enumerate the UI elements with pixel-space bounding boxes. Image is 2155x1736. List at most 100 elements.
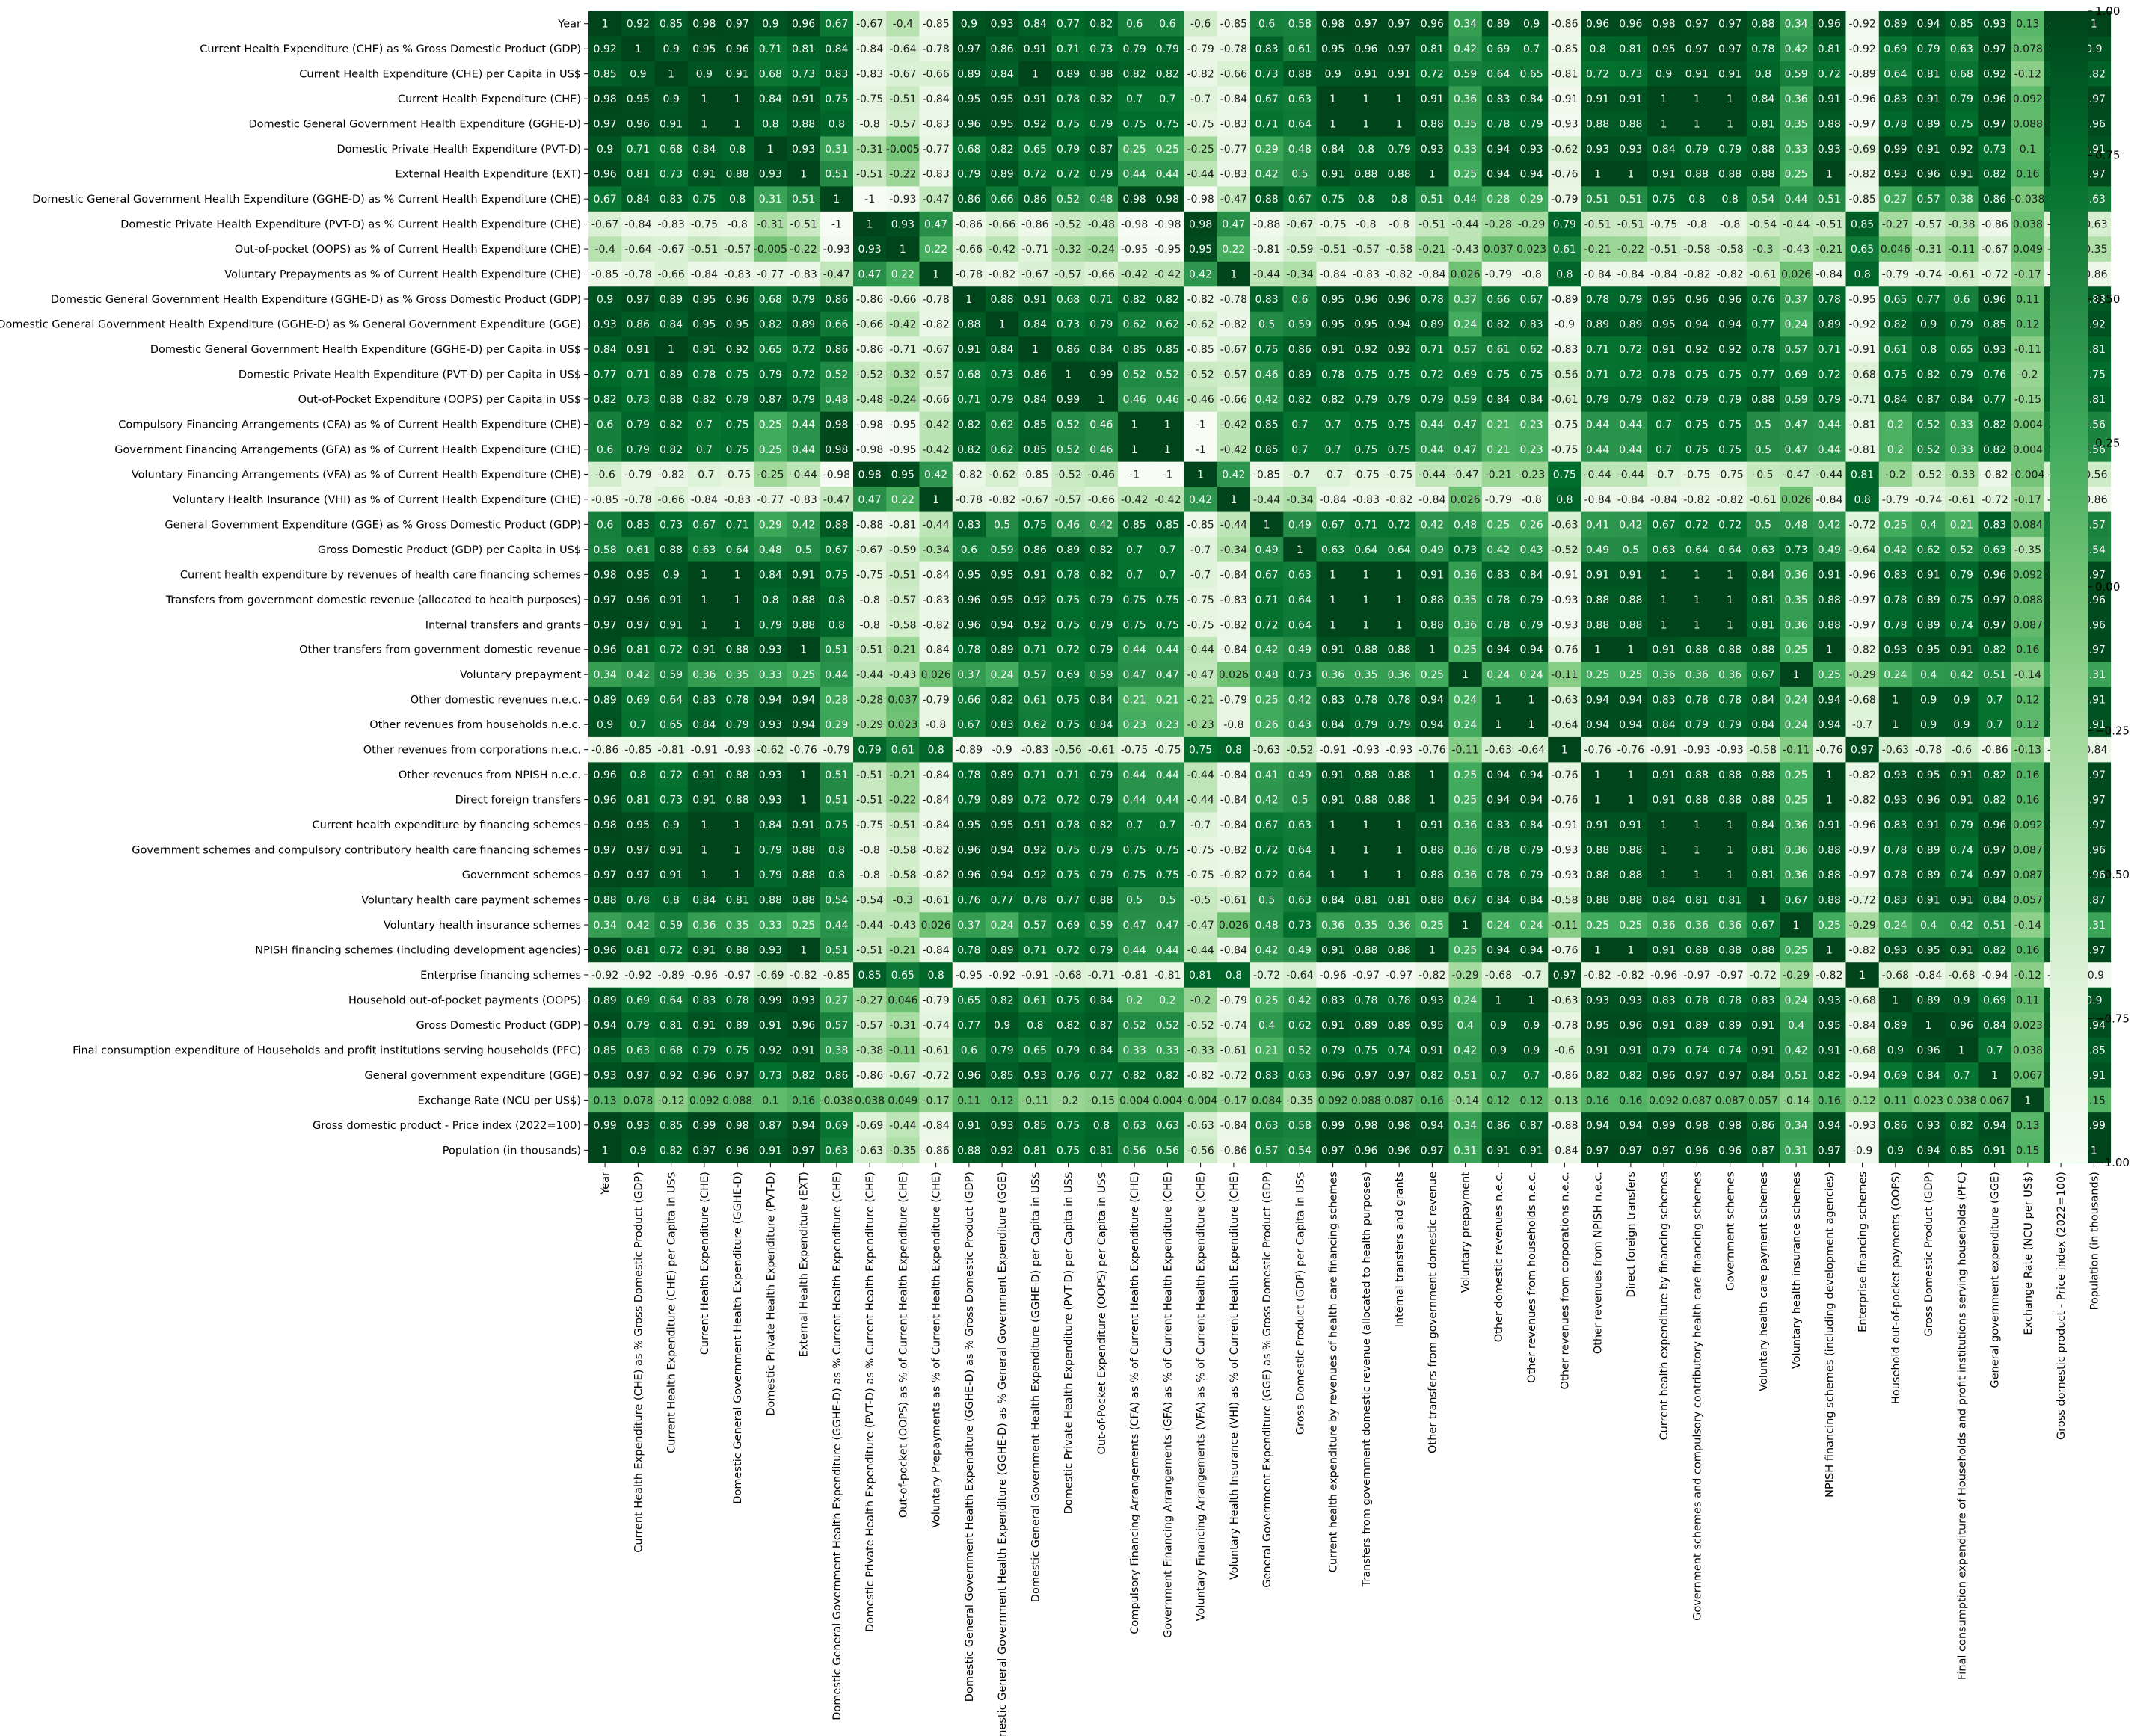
cell-value-label: 0.62 (1123, 319, 1146, 331)
cell-value-label: 0.97 (957, 43, 980, 55)
cell-value-label: 1 (701, 93, 707, 105)
cell-value-label: -0.94 (1849, 1070, 1876, 1082)
cell-value-label: 0.81 (1619, 43, 1642, 55)
cell-value-label: -0.95 (889, 419, 916, 431)
column-label: Government Financing Arrangements (GFA) … (1162, 1172, 1174, 1638)
cell-value-label: 0.087 (1384, 1095, 1414, 1106)
cell-value-label: 0.35 (1354, 669, 1377, 681)
cell-value-label: -0.67 (856, 544, 883, 556)
cell-value-label: 0.9 (1523, 19, 1540, 31)
heatmap-cell (1515, 211, 1549, 237)
cell-value-label: 0.8 (829, 119, 845, 131)
cell-value-label: 0.95 (627, 93, 650, 105)
heatmap-cell (1845, 261, 1880, 287)
cell-value-label: 0.8 (1688, 194, 1705, 206)
cell-value-label: -0.44 (1187, 945, 1214, 957)
cell-value-label: 0.88 (1718, 795, 1741, 807)
cell-value-label: 0.96 (1685, 294, 1709, 306)
cell-value-label: 0.63 (1288, 819, 1312, 831)
heatmap-cell (1912, 161, 1946, 187)
cell-value-label: 0.95 (627, 819, 650, 831)
heatmap-cell (1184, 186, 1218, 212)
cell-value-label: 0.71 (759, 43, 782, 55)
heatmap-cell (1614, 261, 1648, 287)
heatmap-cell (1845, 86, 1880, 112)
cell-value-label: -0.85 (923, 19, 950, 31)
cell-value-label: 0.97 (594, 119, 617, 131)
cell-value-label: 0.83 (1884, 895, 1907, 907)
heatmap-cell (1878, 11, 1913, 37)
cell-value-label: 0.48 (1255, 669, 1279, 681)
cell-value-label: 1 (734, 869, 741, 881)
cell-value-label: 0.57 (1024, 669, 1047, 681)
cell-value-label: 0.67 (594, 194, 617, 206)
cell-value-label: 0.78 (1057, 569, 1080, 581)
cell-value-label: -0.82 (1584, 970, 1611, 982)
cell-value-label: 0.75 (726, 444, 749, 456)
cell-value-label: 0.8 (1027, 1020, 1043, 1032)
row-label: Exchange Rate (NCU per US$) (417, 1095, 581, 1106)
cell-value-label: 0.82 (1983, 945, 2006, 957)
heatmap-cell (1780, 161, 1813, 187)
row-label: Current Health Expenditure (CHE) per Cap… (299, 69, 581, 81)
cell-value-label: 0.75 (1057, 594, 1080, 606)
cell-value-label: 0.85 (1024, 444, 1047, 456)
cell-value-label: 0.71 (1057, 43, 1080, 55)
cell-value-label: 0.42 (1255, 169, 1279, 181)
cell-value-label: 0.75 (1354, 369, 1377, 381)
cell-value-label: 0.48 (825, 394, 848, 406)
cell-value-label: 0.57 (1024, 920, 1047, 932)
cell-value-label: 0.95 (991, 119, 1014, 131)
cell-value-label: 0.92 (1685, 344, 1709, 356)
heatmap-cell (1912, 211, 1946, 237)
cell-value-label: 0.046 (1881, 244, 1910, 256)
cell-value-label: -0.61 (1948, 494, 1975, 506)
heatmap-cell (1448, 111, 1483, 137)
cell-value-label: 0.89 (1917, 594, 1940, 606)
heatmap-cell (1614, 186, 1648, 212)
cell-value-label: 0.88 (1751, 394, 1774, 406)
cell-value-label: 0.11 (957, 1095, 980, 1106)
cell-value-label: 0.79 (1421, 394, 1444, 406)
cell-value-label: 0.31 (759, 194, 782, 206)
heatmap-cell (1581, 211, 1615, 237)
cell-value-label: 0.96 (1354, 294, 1377, 306)
heatmap-cell (1845, 186, 1880, 212)
heatmap-cell (721, 286, 754, 313)
heatmap-cell (1481, 11, 1516, 37)
cell-value-label: -0.74 (1915, 269, 1942, 281)
cell-value-label: 0.88 (726, 169, 749, 181)
cell-value-label: -0.17 (2014, 269, 2041, 281)
cell-value-label: 0.79 (1685, 144, 1709, 156)
cell-value-label: 0.95 (1653, 319, 1676, 331)
heatmap-cell (1415, 161, 1450, 187)
cell-value-label: 1 (1661, 569, 1667, 581)
heatmap-cell (588, 161, 622, 187)
heatmap-cell (754, 261, 788, 287)
cell-value-label: 0.42 (1950, 920, 1973, 932)
cell-value-label: -0.42 (1220, 419, 1247, 431)
cell-value-label: 0.8 (1358, 194, 1374, 206)
cell-value-label: 1 (1230, 269, 1237, 281)
heatmap-cell (1383, 11, 1416, 37)
cell-value-label: -0.97 (1849, 869, 1876, 881)
column-label: Gross Domestic Product (GDP) (1923, 1172, 1935, 1337)
cell-value-label: -0.59 (1286, 244, 1313, 256)
cell-value-label: 0.79 (759, 369, 782, 381)
cell-value-label: 1 (1661, 93, 1667, 105)
cell-value-label: -0.038 (820, 1095, 853, 1106)
cell-value-label: 1 (1694, 119, 1700, 131)
cell-value-label: 0.91 (1321, 169, 1344, 181)
heatmap-cell (1018, 86, 1053, 112)
cell-value-label: 0.91 (1024, 294, 1047, 306)
cell-value-label: 0.83 (692, 994, 716, 1006)
cell-value-label: 0.74 (1950, 869, 1973, 881)
cell-value-label: -0.82 (1220, 869, 1247, 881)
cell-value-label: -0.82 (1683, 269, 1710, 281)
cell-value-label: 0.42 (1255, 945, 1279, 957)
heatmap-cell (1548, 186, 1582, 212)
cell-value-label: -0.63 (1882, 745, 1909, 757)
cell-value-label: 0.82 (1156, 1070, 1179, 1082)
cell-value-label: -0.79 (1882, 494, 1909, 506)
cell-value-label: 0.42 (924, 469, 947, 481)
